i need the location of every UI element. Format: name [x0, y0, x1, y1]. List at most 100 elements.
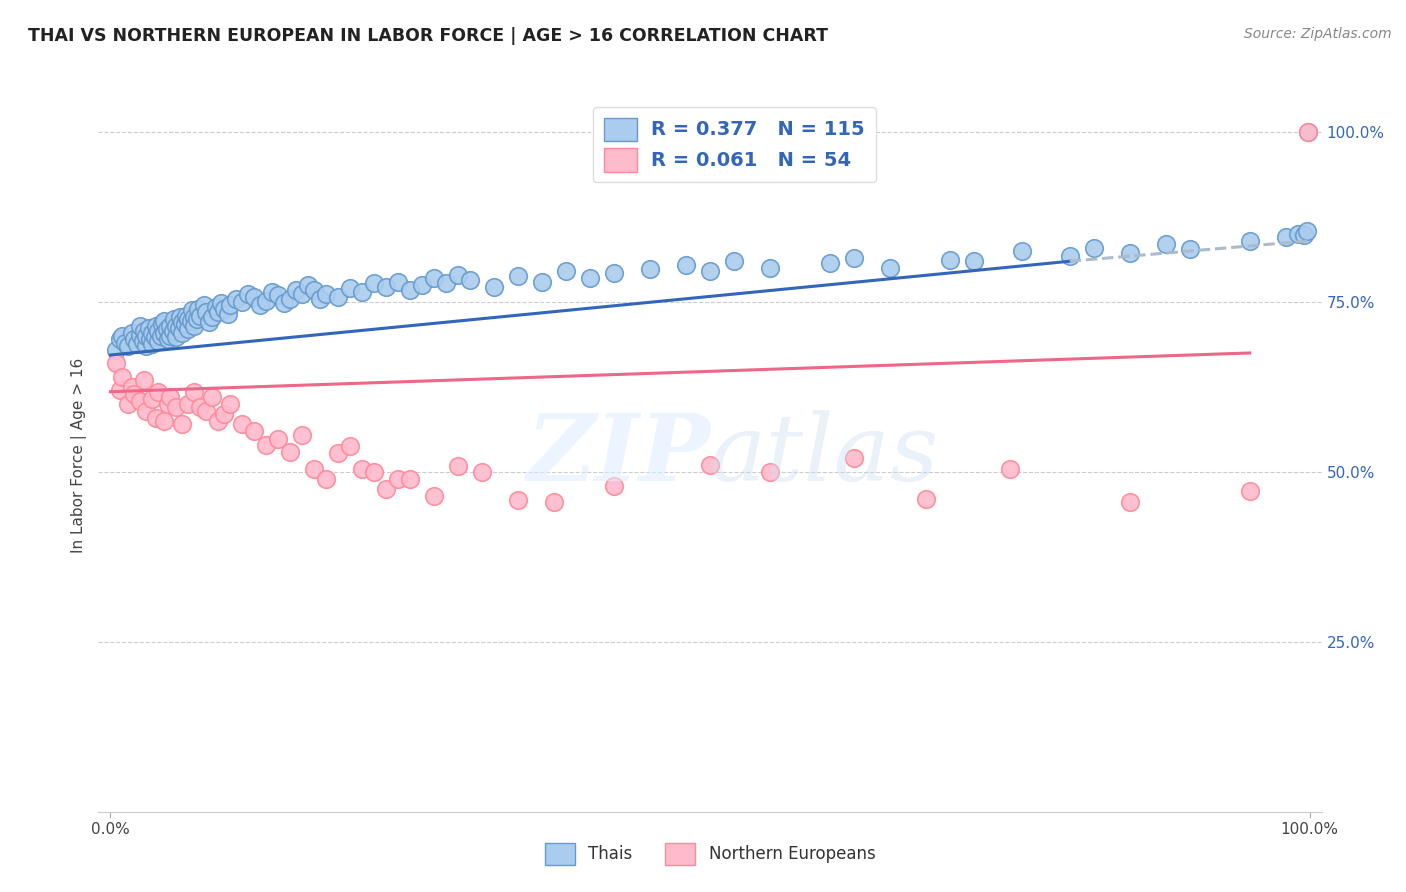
Point — [193, 298, 215, 312]
Point — [111, 329, 134, 343]
Point — [148, 324, 170, 338]
Point — [139, 332, 162, 346]
Point — [117, 339, 139, 353]
Point — [1083, 241, 1105, 255]
Point — [1239, 483, 1261, 498]
Point — [214, 407, 236, 421]
Point — [531, 275, 554, 289]
Point — [105, 343, 128, 357]
Point — [254, 293, 277, 308]
Point — [195, 403, 218, 417]
Point — [759, 260, 782, 275]
Point — [177, 322, 200, 336]
Point — [167, 321, 190, 335]
Point — [105, 356, 128, 370]
Point — [328, 446, 350, 460]
Point — [352, 285, 374, 299]
Point — [183, 384, 205, 399]
Point — [159, 390, 181, 404]
Point — [138, 321, 160, 335]
Point — [172, 326, 194, 340]
Point — [111, 369, 134, 384]
Point — [471, 465, 494, 479]
Point — [217, 307, 239, 321]
Point — [114, 335, 136, 350]
Point — [159, 318, 181, 333]
Point — [638, 262, 661, 277]
Point — [723, 254, 745, 268]
Point — [180, 314, 202, 328]
Point — [129, 318, 152, 333]
Point — [243, 289, 266, 303]
Point — [141, 326, 163, 340]
Point — [603, 478, 626, 492]
Point — [1154, 237, 1177, 252]
Point — [998, 461, 1021, 475]
Point — [328, 289, 350, 303]
Point — [132, 334, 155, 349]
Point — [818, 255, 841, 269]
Point — [153, 414, 176, 428]
Point — [205, 301, 228, 315]
Point — [254, 438, 277, 452]
Point — [187, 301, 209, 316]
Point — [163, 312, 186, 326]
Point — [129, 393, 152, 408]
Point — [183, 318, 205, 333]
Point — [156, 322, 179, 336]
Text: THAI VS NORTHERN EUROPEAN IN LABOR FORCE | AGE > 16 CORRELATION CHART: THAI VS NORTHERN EUROPEAN IN LABOR FORCE… — [28, 27, 828, 45]
Point — [145, 410, 167, 425]
Point — [197, 315, 219, 329]
Point — [759, 465, 782, 479]
Point — [209, 296, 232, 310]
Point — [124, 386, 146, 401]
Point — [1119, 495, 1142, 509]
Point — [339, 281, 361, 295]
Point — [156, 397, 179, 411]
Point — [1286, 227, 1309, 241]
Point — [1011, 244, 1033, 258]
Point — [177, 312, 200, 326]
Point — [165, 318, 187, 333]
Point — [135, 403, 157, 417]
Point — [121, 326, 143, 340]
Point — [423, 271, 446, 285]
Point — [148, 334, 170, 349]
Point — [375, 482, 398, 496]
Point — [201, 310, 224, 324]
Point — [273, 296, 295, 310]
Point — [555, 264, 578, 278]
Point — [297, 278, 319, 293]
Point — [195, 305, 218, 319]
Point — [162, 324, 184, 338]
Point — [188, 401, 212, 415]
Point — [1298, 125, 1320, 139]
Point — [262, 285, 284, 299]
Point — [411, 278, 433, 293]
Point — [153, 314, 176, 328]
Point — [482, 280, 505, 294]
Point — [117, 397, 139, 411]
Point — [174, 309, 197, 323]
Point — [842, 251, 865, 265]
Point — [309, 292, 332, 306]
Point — [699, 458, 721, 472]
Point — [243, 424, 266, 438]
Point — [291, 427, 314, 442]
Point — [201, 390, 224, 404]
Point — [579, 271, 602, 285]
Point — [231, 295, 253, 310]
Point — [387, 275, 409, 289]
Point — [149, 329, 172, 343]
Point — [181, 303, 204, 318]
Point — [267, 432, 290, 446]
Point — [183, 310, 205, 324]
Point — [165, 401, 187, 415]
Point — [1298, 125, 1320, 139]
Point — [363, 465, 385, 479]
Point — [207, 305, 229, 319]
Point — [150, 317, 173, 331]
Point — [129, 327, 152, 342]
Point — [108, 384, 131, 398]
Point — [108, 332, 131, 346]
